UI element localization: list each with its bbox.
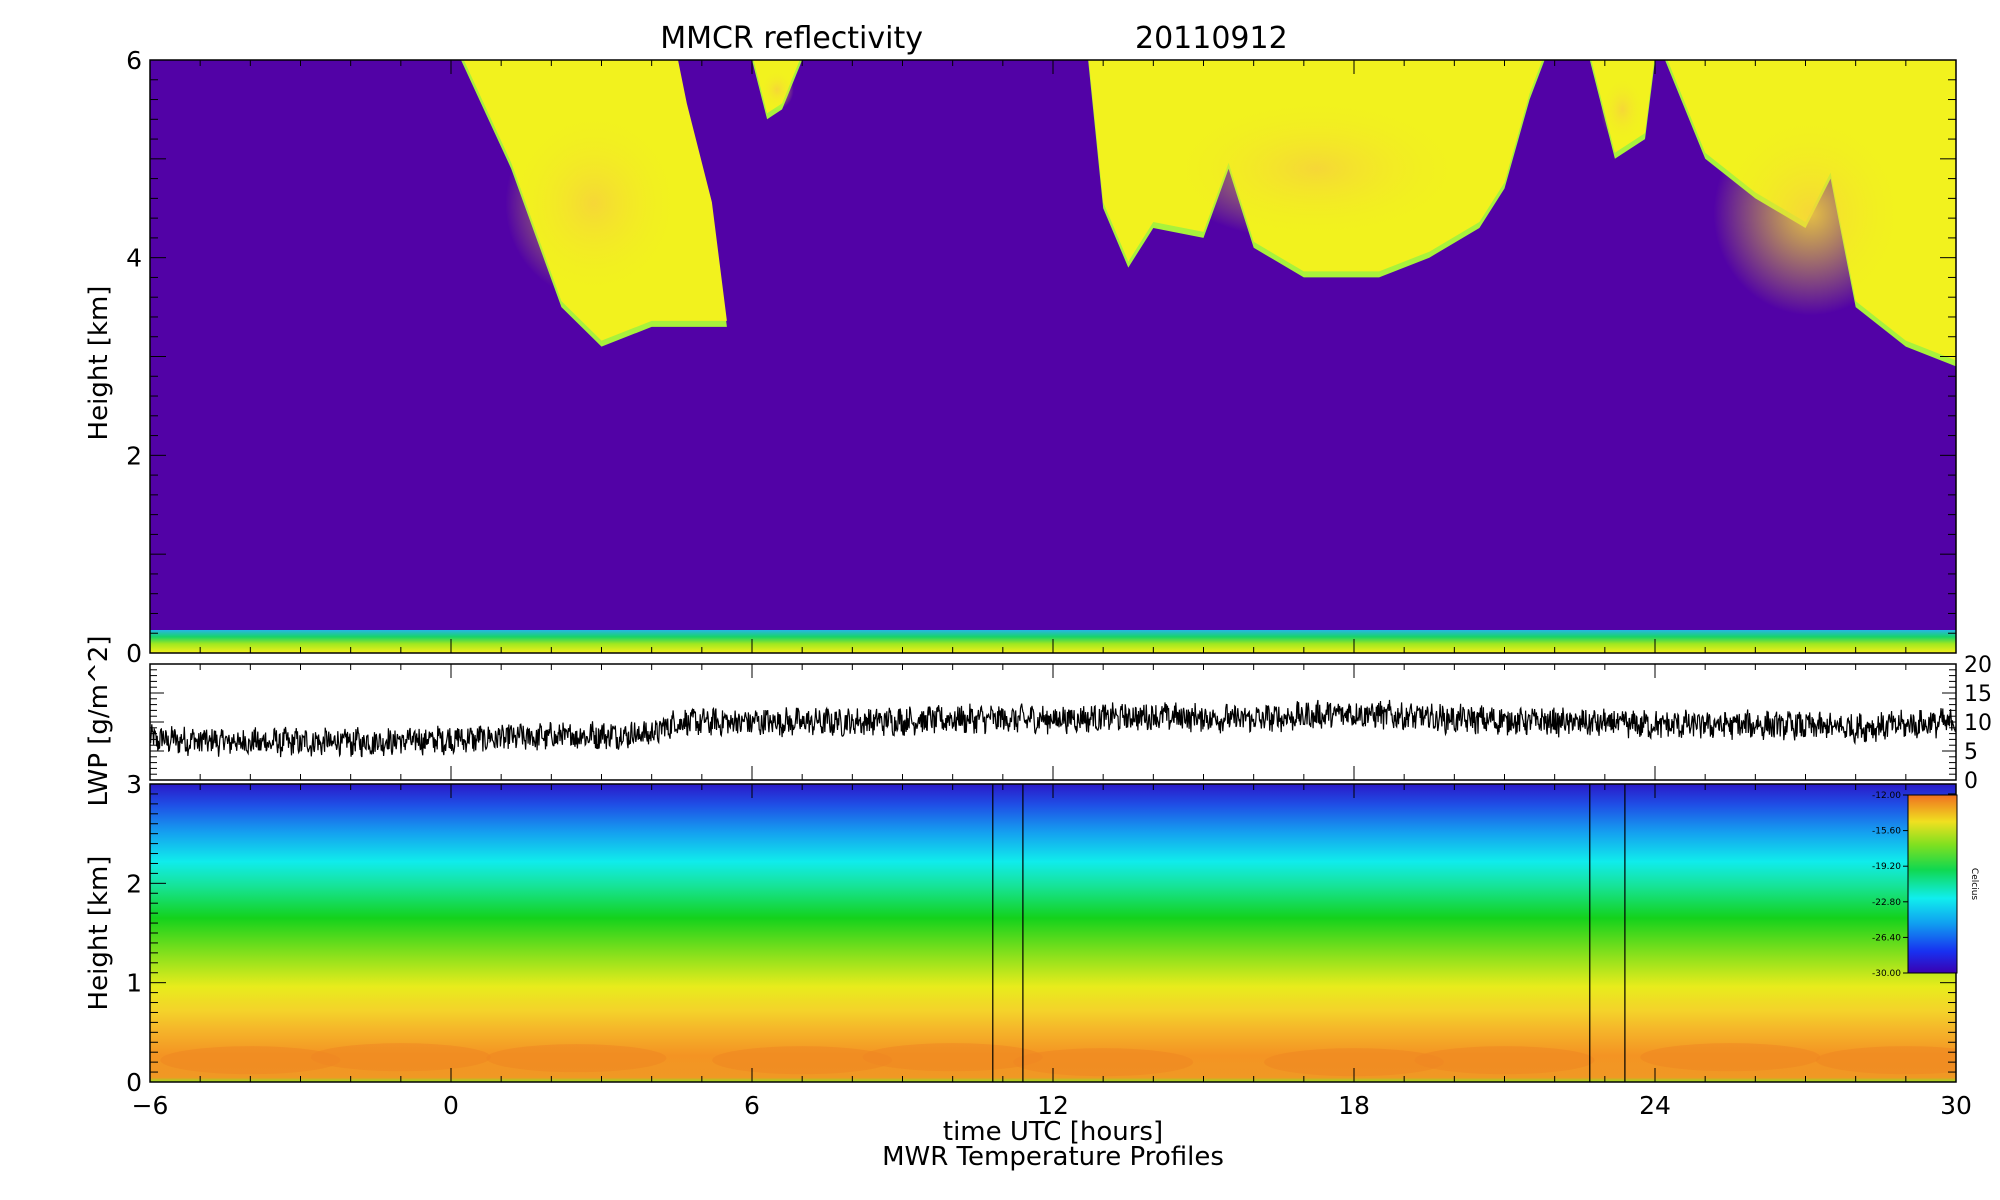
warm-region bbox=[1264, 1048, 1444, 1077]
reflectivity-y-label: Height [km] bbox=[84, 286, 114, 441]
y-tick-label: 3 bbox=[126, 770, 142, 799]
colorbar-scale bbox=[1907, 794, 1958, 974]
cloud-core-3 bbox=[1164, 96, 1469, 242]
lwp-tick-label: 10 bbox=[1964, 711, 1992, 736]
colorbar-tick-label: -26.40 bbox=[1872, 933, 1901, 943]
chart-title: MMCR reflectivity bbox=[660, 21, 923, 56]
temperature-title: MWR Temperature Profiles bbox=[882, 1142, 1224, 1172]
warm-region bbox=[712, 1046, 893, 1075]
colorbar-tick-label: -15.60 bbox=[1872, 827, 1901, 837]
warm-region bbox=[160, 1046, 341, 1075]
temperature-panel bbox=[150, 784, 1956, 1082]
y-tick-label: 6 bbox=[126, 46, 142, 75]
warm-region bbox=[1414, 1046, 1595, 1075]
x-tick-label: 18 bbox=[1338, 1091, 1370, 1120]
reflectivity-background bbox=[150, 60, 1956, 653]
lwp-ticks: 0 5 10 15 20 bbox=[149, 653, 1992, 794]
y-tick-label: 4 bbox=[126, 244, 142, 273]
reflectivity-ticks: 0 2 4 6 bbox=[126, 46, 1957, 668]
lwp-tick-label: 0 bbox=[1964, 769, 1978, 794]
y-tick-label: 1 bbox=[126, 969, 142, 998]
cloud-core-1 bbox=[505, 107, 683, 299]
y-tick-label: 0 bbox=[126, 639, 142, 668]
temperature-field bbox=[150, 784, 1956, 1082]
cloud-core-2 bbox=[760, 69, 794, 110]
temperature-y-label: Height [km] bbox=[84, 856, 114, 1011]
lwp-panel bbox=[150, 699, 1956, 758]
x-tick-label: 30 bbox=[1940, 1091, 1972, 1120]
colorbar-tick-label: -22.80 bbox=[1872, 898, 1901, 908]
colorbar: -12.00 -15.60 -19.20 -22.80 -26.40 -30.00 Cel… bbox=[1872, 791, 1979, 979]
x-axis-label: time UTC [hours] bbox=[943, 1117, 1163, 1147]
colorbar-tick-label: -30.00 bbox=[1872, 969, 1901, 979]
lwp-series-line bbox=[150, 699, 1956, 758]
lwp-y-label: LWP [g/m^2] bbox=[84, 636, 114, 807]
y-tick-label: 0 bbox=[126, 1068, 142, 1097]
warm-region bbox=[310, 1043, 491, 1072]
lwp-tick-label: 20 bbox=[1964, 653, 1992, 678]
colorbar-label: Celcius bbox=[1969, 868, 1979, 900]
cloud-core-5 bbox=[1713, 111, 1908, 316]
warm-region bbox=[862, 1043, 1043, 1072]
cloud-core-4 bbox=[1600, 76, 1645, 143]
chart-date: 20110912 bbox=[1135, 21, 1288, 56]
warm-region bbox=[1640, 1043, 1821, 1072]
y-tick-label: 2 bbox=[126, 441, 142, 470]
x-tick-label: 6 bbox=[744, 1091, 760, 1120]
warm-region bbox=[486, 1044, 667, 1073]
reflectivity-panel bbox=[150, 60, 1956, 653]
warm-region bbox=[1815, 1046, 1956, 1075]
y-tick-label: 2 bbox=[126, 869, 142, 898]
x-tick-label: −6 bbox=[132, 1091, 169, 1120]
x-tick-label: 12 bbox=[1037, 1091, 1069, 1120]
colorbar-tick-label: -19.20 bbox=[1872, 862, 1901, 872]
colorbar-tick-label: -12.00 bbox=[1872, 791, 1901, 801]
x-tick-label: 0 bbox=[443, 1091, 459, 1120]
lwp-tick-label: 15 bbox=[1964, 682, 1992, 707]
cloud-body-5 bbox=[1667, 60, 1956, 361]
lwp-tick-label: 5 bbox=[1964, 740, 1978, 765]
x-tick-label: 24 bbox=[1639, 1091, 1671, 1120]
warm-region bbox=[1013, 1048, 1194, 1077]
